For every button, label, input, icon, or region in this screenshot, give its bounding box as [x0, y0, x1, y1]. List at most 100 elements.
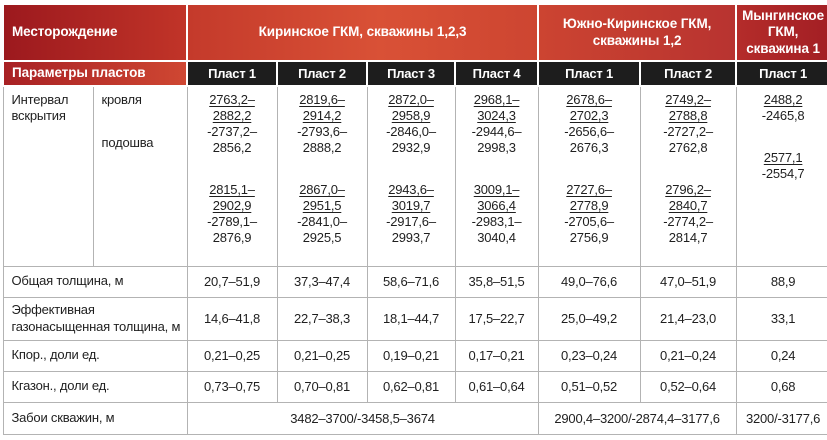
group-header-mynginskoye: Мынгинское ГКМ, скважина 1	[735, 3, 827, 62]
interval-block: 2796,2– 2840,7 -2774,2– 2814,7	[645, 182, 732, 246]
interval-block: 2749,2– 2788,8 -2727,2– 2762,8	[645, 92, 732, 156]
plast-header-1-0: Пласт 1	[537, 60, 642, 87]
depth-range-underlined: 3066,4	[477, 198, 516, 213]
depth-range-plain: -2846,0–	[386, 124, 436, 139]
sublabel-podoshva: подошва	[101, 135, 154, 150]
value-cell-1-4: 25,0–49,2	[537, 296, 641, 341]
depth-range-underlined: 2815,1–	[209, 182, 255, 197]
value-cell-3-0: 0,73–0,75	[186, 370, 278, 403]
interval-cell-0: 2763,2– 2882,2 -2737,2– 2856,2 2815,1– 2902,9…	[186, 85, 278, 267]
depth-range-plain: -2705,6–	[564, 214, 614, 229]
interval-block: 3009,1– 3066,4 -2983,1– 3040,4	[460, 182, 534, 246]
plast-header-0-3: Пласт 4	[454, 60, 540, 87]
row-label-kgazon: Кгазон., доли ед.	[2, 370, 188, 403]
plast-header-0-1: Пласт 2	[276, 60, 369, 87]
value-cell-3-2: 0,62–0,81	[366, 370, 456, 403]
depth-range-underlined: 2867,0–	[299, 182, 345, 197]
value-cell-1-5: 21,4–23,0	[639, 296, 737, 341]
depth-range-plain: -2983,1–	[471, 214, 522, 229]
value-cell-3-4: 0,51–0,52	[537, 370, 641, 403]
depth-range-underlined: 2840,7	[668, 198, 708, 213]
value-cell-0-4: 49,0–76,6	[537, 265, 641, 298]
plast-header-2-0: Пласт 1	[735, 60, 827, 87]
depth-range-underlined: 2749,2–	[665, 92, 711, 107]
value-cell-2-1: 0,21–0,25	[276, 339, 368, 372]
value-cell-2-5: 0,21–0,24	[639, 339, 737, 372]
depth-range-underlined: 2951,5	[302, 198, 342, 213]
depth-range-plain: -2554,7	[761, 166, 805, 181]
depth-range-underlined: 2902,9	[212, 198, 252, 213]
interval-cell-1: 2819,6– 2914,2 -2793,6– 2888,2 2867,0– 2951,5…	[276, 85, 368, 267]
interval-cell-6: 2488,2 -2465,8 2577,1 -2554,7	[735, 85, 827, 267]
depth-range-underlined: 3024,3	[477, 108, 516, 123]
depth-range-underlined: 3019,7	[391, 198, 431, 213]
depth-range-plain: 2814,7	[668, 230, 708, 245]
value-cell-1-1: 22,7–38,3	[276, 296, 368, 341]
depth-range-plain: 2856,2	[212, 140, 252, 155]
footer-cell-2: 3200/-3177,6	[735, 401, 827, 435]
depth-range-underlined: 3009,1–	[473, 182, 520, 197]
depth-range-underlined: 2914,2	[302, 108, 342, 123]
plast-header-0-2: Пласт 3	[366, 60, 457, 87]
interval-block: 2819,6– 2914,2 -2793,6– 2888,2	[282, 92, 363, 156]
value-cell-1-2: 18,1–44,7	[366, 296, 456, 341]
value-cell-1-3: 17,5–22,7	[454, 296, 539, 341]
interval-row: Интервал вскрытия кровля подошва 2763,2–…	[2, 85, 827, 267]
sublabel-krovlya: кровля	[101, 92, 142, 107]
interval-sublabels: кровля подошва	[92, 85, 188, 267]
depth-range-plain: -2656,6–	[564, 124, 614, 139]
depth-range-underlined: 2943,6–	[388, 182, 434, 197]
interval-cell-2: 2872,0– 2958,9 -2846,0– 2932,9 2943,6– 3019,7…	[366, 85, 456, 267]
value-cell-1-0: 14,6–41,8	[186, 296, 278, 341]
depth-range-plain: -2465,8	[761, 108, 805, 123]
value-row: Кгазон., доли ед. 0,73–0,75 0,70–0,81 0,62…	[2, 370, 827, 403]
value-cell-1-6: 33,1	[735, 296, 827, 341]
interval-block: 2727,6– 2778,9 -2705,6– 2756,9	[543, 182, 636, 246]
value-cell-0-2: 58,6–71,6	[366, 265, 456, 298]
depth-range-underlined: 2819,6–	[299, 92, 345, 107]
depth-range-underlined: 2968,1–	[473, 92, 520, 107]
depth-range-underlined: 2702,3	[569, 108, 609, 123]
interval-block: 2815,1– 2902,9 -2789,1– 2876,9	[192, 182, 273, 246]
depth-range-plain: 2888,2	[302, 140, 342, 155]
value-cell-0-3: 35,8–51,5	[454, 265, 539, 298]
interval-block: 2872,0– 2958,9 -2846,0– 2932,9	[372, 92, 451, 156]
row-label-well-bottoms: Забои скважин, м	[2, 401, 188, 435]
interval-block: 2943,6– 3019,7 -2917,6– 2993,7	[372, 182, 451, 246]
depth-range-plain: 2925,5	[302, 230, 342, 245]
depth-range-plain: 2676,3	[569, 140, 609, 155]
interval-block: 2968,1– 3024,3 -2944,6– 2998,3	[460, 92, 534, 156]
params-column-header: Параметры пластов	[1, 60, 189, 87]
depth-range-plain: 2756,9	[569, 230, 609, 245]
footer-cell-1: 2900,4–3200/-2874,4–3177,6	[537, 401, 737, 435]
value-cell-2-6: 0,24	[735, 339, 827, 372]
value-row: Эффективная газонасыщенная толщина, м 14…	[2, 296, 827, 341]
group-header-yuzhno-kirinskoye: Южно-Киринское ГКМ, скважины 1,2	[537, 3, 738, 62]
depth-range-underlined: 2958,9	[391, 108, 431, 123]
value-cell-3-3: 0,61–0,64	[454, 370, 539, 403]
value-cell-3-6: 0,68	[735, 370, 827, 403]
value-cell-3-1: 0,70–0,81	[276, 370, 368, 403]
interval-block: 2763,2– 2882,2 -2737,2– 2856,2	[192, 92, 273, 156]
depth-range-plain: -2917,6–	[386, 214, 436, 229]
interval-block: 2867,0– 2951,5 -2841,0– 2925,5	[282, 182, 363, 246]
value-cell-3-5: 0,52–0,64	[639, 370, 737, 403]
depth-range-underlined: 2872,0–	[388, 92, 434, 107]
depth-range-plain: -2841,0–	[297, 214, 347, 229]
plast-header-0-0: Пласт 1	[186, 60, 279, 87]
row-label-effective-thickness: Эффективная газонасыщенная толщина, м	[2, 296, 188, 341]
field-header-row: Месторождение Киринское ГКМ, скважины 1,…	[1, 3, 827, 62]
interval-block: 2678,6– 2702,3 -2656,6– 2676,3	[543, 92, 636, 156]
value-cell-2-2: 0,19–0,21	[366, 339, 456, 372]
interval-cell-4: 2678,6– 2702,3 -2656,6– 2676,3 2727,6– 2778,9…	[537, 85, 641, 267]
field-column-header: Месторождение	[1, 3, 189, 62]
row-label-kpor: Кпор., доли ед.	[2, 339, 188, 372]
depth-range-underlined: 2727,6–	[566, 182, 612, 197]
row-label-total-thickness: Общая толщина, м	[2, 265, 188, 298]
depth-range-plain: -2944,6–	[471, 124, 522, 139]
value-cell-0-0: 20,7–51,9	[186, 265, 278, 298]
value-cell-2-0: 0,21–0,25	[186, 339, 278, 372]
depth-range-plain: 2876,9	[212, 230, 252, 245]
value-cell-2-4: 0,23–0,24	[537, 339, 641, 372]
